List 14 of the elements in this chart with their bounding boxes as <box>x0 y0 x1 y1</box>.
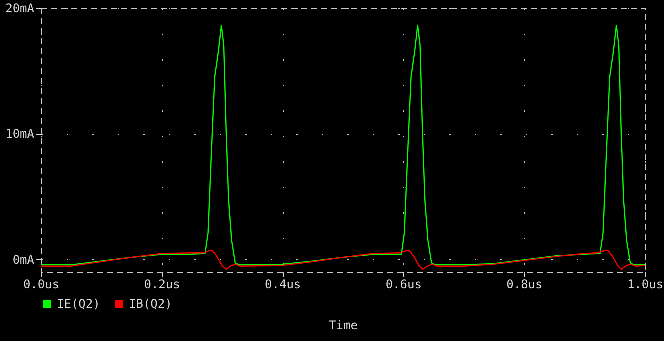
x-tick-label: 0.4us <box>265 278 302 292</box>
legend-label: IB(Q2) <box>129 297 172 311</box>
x-tick-label: 0.8us <box>506 278 543 292</box>
line-series <box>40 250 646 270</box>
x-tick-label: 0.0us <box>23 278 60 292</box>
x-tick-label: 0.2us <box>144 278 180 292</box>
y-tick-label: 10mA <box>6 127 36 142</box>
x-axis-title: Time <box>329 318 358 332</box>
line-series <box>40 25 646 266</box>
legend-label: IE(Q2) <box>57 297 100 311</box>
x-tick-label: 1.0us <box>627 278 664 292</box>
x-tick-label: 0.6us <box>386 278 422 292</box>
y-tick-label: 0mA <box>12 252 36 267</box>
y-tick-label: 20mA <box>6 2 36 16</box>
